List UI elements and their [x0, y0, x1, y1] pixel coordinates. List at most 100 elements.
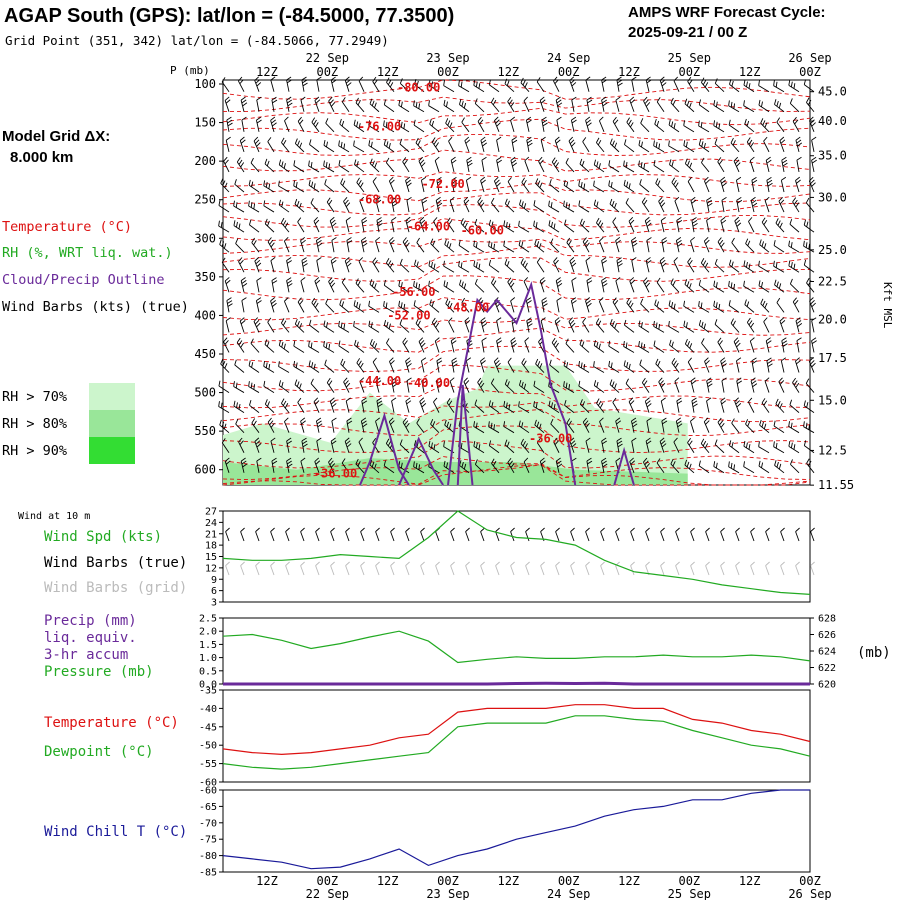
upper-wind-barb: [316, 257, 322, 273]
upper-wind-barb: [534, 419, 545, 434]
upper-wind-barb: [323, 160, 335, 173]
surface-wind-barb: [810, 527, 815, 542]
upper-wind-barb: [256, 96, 262, 112]
upper-wind-barb: [535, 358, 545, 373]
temperature-contour-label: -80.00: [397, 81, 440, 95]
isotherm-18: [222, 345, 811, 373]
upper-wind-barb: [671, 358, 680, 373]
upper-wind-barb: [761, 217, 770, 233]
upper-wind-barb: [758, 280, 770, 293]
upper-wind-barb: [399, 78, 410, 93]
upper-wind-barb: [251, 237, 260, 253]
grid-wind-barb: [555, 561, 560, 576]
upper-wind-barb: [316, 76, 322, 92]
upper-wind-barb: [473, 240, 485, 253]
grid-wind-barb: [270, 561, 275, 576]
upper-wind-barb: [593, 380, 605, 393]
isotherm-24: [222, 440, 811, 469]
upper-wind-barb: [353, 320, 365, 333]
grid-wind-barb: [420, 561, 425, 576]
upper-wind-barb: [656, 277, 665, 293]
upper-wind-barb: [448, 317, 455, 333]
upper-wind-barb: [388, 176, 395, 193]
upper-wind-barb: [704, 357, 710, 373]
surface-wind-barb: [795, 527, 800, 542]
upper-wind-barb: [690, 236, 695, 253]
upper-wind-barb: [520, 77, 530, 93]
rh-legend-swatch-90: [89, 437, 135, 464]
upper-wind-barb: [493, 357, 501, 373]
upper-wind-barb: [760, 118, 770, 133]
upper-wind-barb: [369, 279, 380, 293]
upper-wind-barb: [625, 378, 635, 393]
pressure-tick-label: 622: [818, 663, 836, 674]
upper-wind-barb: [803, 219, 815, 233]
upper-wind-barb: [599, 236, 605, 253]
upper-wind-barb: [359, 196, 365, 213]
upper-wind-barb: [226, 297, 233, 313]
upper-wind-barb: [284, 116, 290, 132]
upper-wind-barb: [338, 320, 350, 333]
upper-wind-barb: [413, 300, 425, 313]
legend-rh: RH (%, WRT liq. wat.): [2, 245, 173, 261]
upper-wind-barb: [490, 378, 500, 393]
upper-wind-barb: [548, 200, 560, 213]
upper-wind-barb: [796, 337, 802, 353]
grid-wind-barb: [330, 561, 335, 576]
grid-wind-barb: [795, 561, 800, 576]
upper-wind-barb: [436, 357, 443, 373]
upper-wind-barb: [733, 156, 741, 173]
upper-wind-barb: [717, 237, 725, 253]
upper-wind-barb: [391, 377, 398, 393]
pressure-tick-label: 400: [194, 308, 216, 322]
upper-wind-barb: [601, 76, 607, 92]
upper-wind-barb: [563, 179, 575, 193]
isotherm-7: [222, 182, 811, 203]
upper-wind-barb: [323, 340, 335, 353]
upper-wind-barb: [253, 317, 261, 333]
upper-wind-barb: [714, 78, 725, 93]
upper-wind-barb: [326, 197, 335, 213]
grid-wind-barb: [405, 561, 410, 576]
series-line-2-0: [222, 630, 811, 664]
upper-wind-barb: [385, 438, 395, 454]
upper-wind-barb: [720, 357, 727, 373]
upper-wind-barb: [464, 136, 471, 153]
upper-wind-barb: [563, 381, 575, 393]
upper-wind-barb: [638, 160, 650, 173]
y-tick-label: 27: [205, 507, 217, 518]
upper-wind-barb: [736, 196, 743, 213]
precip-tick-label: 0.5: [199, 666, 217, 677]
upper-wind-barb: [488, 79, 500, 93]
upper-wind-barb: [773, 441, 785, 454]
upper-wind-barb: [281, 137, 290, 153]
grid-wind-barb: [690, 561, 695, 576]
upper-wind-barb: [219, 239, 230, 253]
surface-wind-barb: [345, 527, 350, 542]
upper-wind-barb: [267, 317, 275, 333]
upper-wind-barb: [788, 421, 800, 434]
upper-wind-barb: [698, 99, 710, 113]
upper-wind-barb: [339, 118, 350, 133]
upper-wind-barb: [445, 298, 455, 313]
upper-wind-barb: [720, 397, 727, 413]
upper-wind-barb: [520, 438, 530, 454]
upper-wind-barb: [375, 236, 381, 253]
isotherm-9: [222, 204, 811, 228]
upper-wind-barb: [218, 401, 230, 414]
upper-wind-barb: [774, 99, 785, 113]
upper-wind-barb: [700, 77, 710, 92]
upper-wind-barb: [297, 116, 305, 133]
upper-wind-barb: [758, 441, 770, 454]
upper-wind-barb: [355, 97, 365, 113]
upper-wind-barb: [451, 357, 458, 373]
upper-wind-barb: [593, 180, 605, 193]
upper-wind-barb: [750, 377, 758, 393]
upper-wind-barb: [811, 136, 817, 152]
upper-wind-barb: [803, 400, 815, 413]
upper-wind-barb: [388, 417, 395, 433]
upper-wind-barb: [519, 199, 530, 213]
upper-wind-barb: [579, 158, 590, 173]
upper-wind-barb: [758, 99, 770, 113]
kft-tick-label: 20.0: [818, 312, 847, 326]
